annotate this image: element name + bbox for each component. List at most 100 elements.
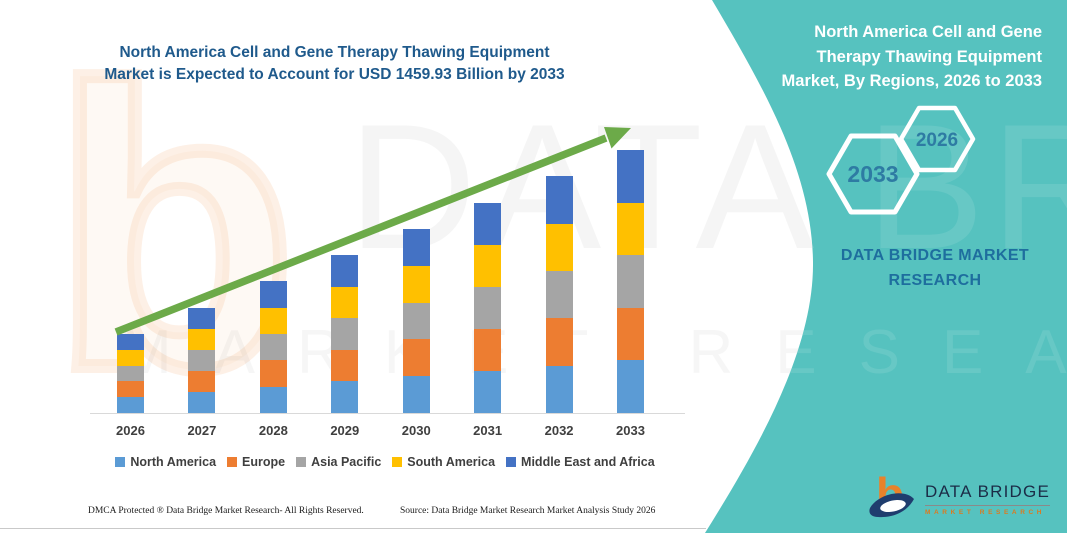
footer-dmca-text: DMCA Protected ® Data Bridge Market Rese…: [88, 506, 364, 516]
bar-segment-asia-pacific: [617, 255, 644, 308]
bar-segment-europe: [331, 349, 359, 382]
bar-segment-south-america: [117, 349, 144, 366]
bar-2032: [545, 176, 573, 413]
brand-line1: DATA BRIDGE MARKET: [840, 247, 1030, 264]
legend-item-europe: Europe: [227, 455, 285, 469]
footer-source-text: Source: Data Bridge Market Research Mark…: [400, 506, 656, 516]
bar-segment-middle-east-and-africa: [402, 228, 430, 266]
bar-segment-middle-east-and-africa: [617, 149, 644, 203]
hexagon-2026-shape: [898, 105, 976, 173]
bar-segment-europe: [545, 318, 573, 366]
hexagon-2026-label: 2026: [916, 130, 958, 151]
bar-segment-north-america: [117, 397, 144, 413]
legend: North America Europe Asia Pacific South Ame…: [85, 455, 685, 469]
bar-segment-middle-east-and-africa: [188, 307, 216, 329]
bar-2033: [617, 149, 644, 413]
x-axis-label-2029: 2029: [330, 423, 360, 438]
bar-segment-asia-pacific: [188, 349, 216, 371]
footer-divider-line: [0, 528, 706, 529]
bar-segment-asia-pacific: [474, 286, 502, 329]
bar-segment-europe: [402, 339, 430, 377]
bar-segment-north-america: [259, 386, 287, 413]
bar-2029: [331, 255, 359, 413]
x-axis-label-2027: 2027: [187, 423, 217, 438]
panel-title-line1: North America Cell and Gene: [814, 23, 1042, 41]
legend-chip: [392, 457, 403, 467]
bar-2030: [402, 228, 430, 413]
legend-chip: [296, 457, 307, 467]
bar-segment-middle-east-and-africa: [474, 202, 502, 245]
bar-segment-middle-east-and-africa: [117, 334, 144, 350]
brand-line2: RESEARCH: [888, 272, 982, 289]
bar-segment-south-america: [617, 202, 644, 256]
bar-segment-europe: [259, 360, 287, 387]
legend-label: North America: [130, 455, 217, 469]
brand-name-block: DATA BRIDGE MARKET RESEARCH: [828, 243, 1042, 293]
bar-segment-asia-pacific: [117, 365, 144, 382]
databridge-logo: b DATA BRIDGE MARKET RESEARCH: [868, 470, 1050, 524]
legend-chip: [506, 457, 517, 467]
bar-segment-asia-pacific: [545, 270, 573, 319]
x-axis-label-2030: 2030: [401, 423, 431, 438]
panel-title-line3: Market, By Regions, 2026 to 2033: [781, 72, 1042, 90]
legend-label: Middle East and Africa: [521, 455, 655, 469]
bar-segment-north-america: [545, 365, 573, 413]
bar-segment-europe: [617, 307, 644, 361]
bar-segment-asia-pacific: [259, 334, 287, 361]
legend-chip: [227, 457, 238, 467]
bar-segment-south-america: [259, 307, 287, 335]
bar-segment-north-america: [331, 381, 359, 413]
bar-segment-asia-pacific: [402, 302, 430, 340]
bar-segment-europe: [474, 328, 502, 371]
bar-segment-south-america: [545, 223, 573, 271]
chart-title: North America Cell and Gene Therapy Thaw…: [62, 42, 607, 86]
bar-segment-north-america: [402, 376, 430, 413]
bar-segment-south-america: [474, 244, 502, 287]
bar-segment-north-america: [617, 360, 644, 413]
panel-title: North America Cell and Gene Therapy Thaw…: [742, 20, 1042, 94]
logo-name: DATA BRIDGE: [925, 482, 1050, 506]
bar-segment-asia-pacific: [331, 318, 359, 350]
bar-2031: [474, 202, 502, 413]
bar-segment-europe: [188, 370, 216, 392]
hexagon-2033-shape: [826, 133, 920, 215]
logo-subtitle: MARKET RESEARCH: [925, 509, 1046, 516]
bar-segment-north-america: [474, 370, 502, 413]
legend-item-north-america: North America: [115, 455, 216, 469]
legend-label: Asia Pacific: [311, 455, 382, 469]
bar-segment-europe: [117, 381, 144, 398]
x-axis-label-2033: 2033: [616, 423, 645, 438]
x-axis-label-2031: 2031: [473, 423, 503, 438]
bar-segment-north-america: [188, 391, 216, 413]
bar-2026: [117, 334, 144, 413]
bar-2028: [259, 281, 287, 413]
bar-2027: [188, 307, 216, 413]
x-axis-line: [90, 413, 685, 414]
bar-segment-middle-east-and-africa: [259, 281, 287, 308]
legend-item-middle-east-and-africa: Middle East and Africa: [506, 455, 655, 469]
legend-item-asia-pacific: Asia Pacific: [296, 455, 381, 469]
chart-title-line1: North America Cell and Gene Therapy Thaw…: [119, 44, 550, 61]
bar-segment-middle-east-and-africa: [331, 255, 359, 287]
logo-text: DATA BRIDGE MARKET RESEARCH: [925, 482, 1050, 516]
bar-segment-middle-east-and-africa: [545, 176, 573, 224]
bar-segment-south-america: [402, 265, 430, 303]
x-axis-label-2026: 2026: [116, 423, 145, 438]
hexagon-2033-label: 2033: [847, 161, 898, 187]
databridge-logo-icon: b: [869, 470, 914, 520]
panel-title-line2: Therapy Thawing Equipment: [816, 47, 1042, 66]
legend-chip: [115, 457, 126, 467]
x-axis-labels: 2026 2027 2028 2029 2030 2031 2032 2033: [85, 423, 685, 441]
x-axis-label-2028: 2028: [258, 423, 288, 438]
year-hexagons: 2026 2033: [826, 105, 976, 215]
bar-segment-south-america: [188, 328, 216, 350]
plot-area: [85, 118, 685, 414]
chart-title-line2: Market is Expected to Account for USD 14…: [104, 66, 565, 83]
x-axis-label-2032: 2032: [544, 423, 574, 438]
legend-label: Europe: [242, 455, 286, 469]
bar-segment-south-america: [331, 286, 359, 319]
legend-item-south-america: South America: [392, 455, 495, 469]
legend-label: South America: [407, 455, 496, 469]
